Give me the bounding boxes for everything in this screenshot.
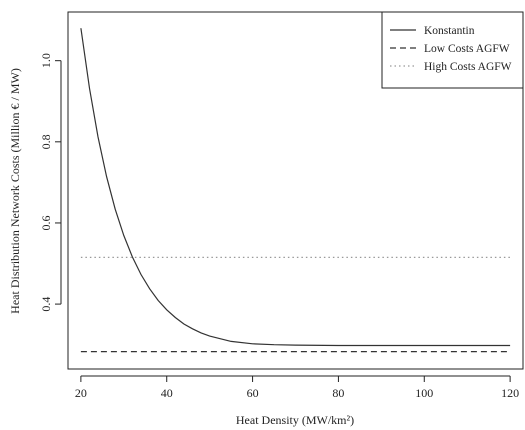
y-tick-label: 0.6 (39, 215, 53, 230)
x-tick-label: 100 (415, 386, 433, 400)
y-tick-label: 0.4 (39, 297, 53, 312)
x-tick-label: 60 (247, 386, 259, 400)
legend-label: High Costs AGFW (424, 61, 512, 73)
legend-label: Konstantin (424, 25, 475, 37)
y-axis: 0.4 0.6 0.8 1.0 (39, 53, 62, 312)
x-tick-label: 120 (501, 386, 519, 400)
x-axis-label: Heat Density (MW/km²) (236, 413, 354, 427)
x-tick-label: 20 (75, 386, 87, 400)
y-tick-label: 0.8 (39, 134, 53, 149)
y-tick-label: 1.0 (39, 53, 53, 68)
x-tick-label: 80 (332, 386, 344, 400)
plot-frame (67, 11, 524, 370)
legend: Konstantin Low Costs AGFW High Costs AGFW (381, 11, 524, 89)
y-axis-label: Heat Distribution Network Costs (Million… (8, 68, 22, 314)
plot-lines (80, 28, 511, 353)
legend-label: Low Costs AGFW (424, 43, 510, 55)
x-axis: 20 40 60 80 100 120 (75, 375, 519, 400)
legend-box (381, 11, 524, 89)
series-line-1 (80, 28, 511, 347)
x-tick-label: 40 (161, 386, 173, 400)
